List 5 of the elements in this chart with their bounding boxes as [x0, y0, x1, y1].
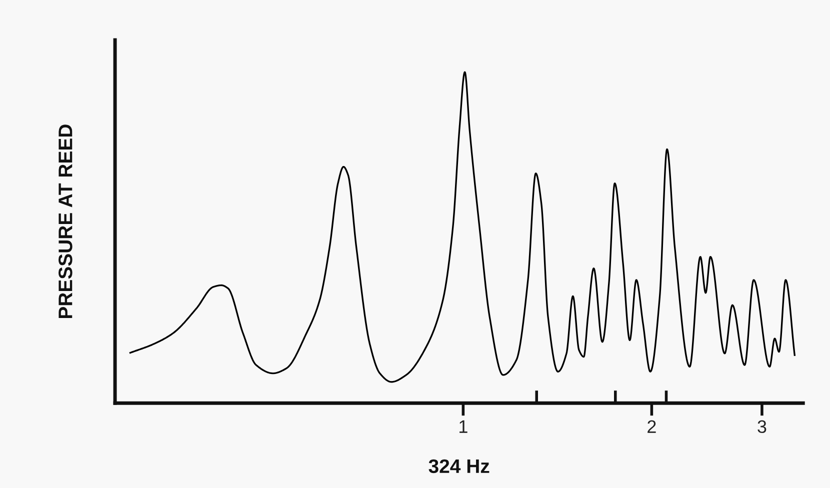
x-tick-label: 2 — [648, 420, 656, 433]
x-axis-title: 324 Hz — [428, 459, 490, 474]
x-tick-label: 3 — [758, 420, 766, 434]
y-axis-title: PRESSURE AT REED — [58, 124, 72, 318]
x-tick-label: 1 — [460, 420, 468, 433]
